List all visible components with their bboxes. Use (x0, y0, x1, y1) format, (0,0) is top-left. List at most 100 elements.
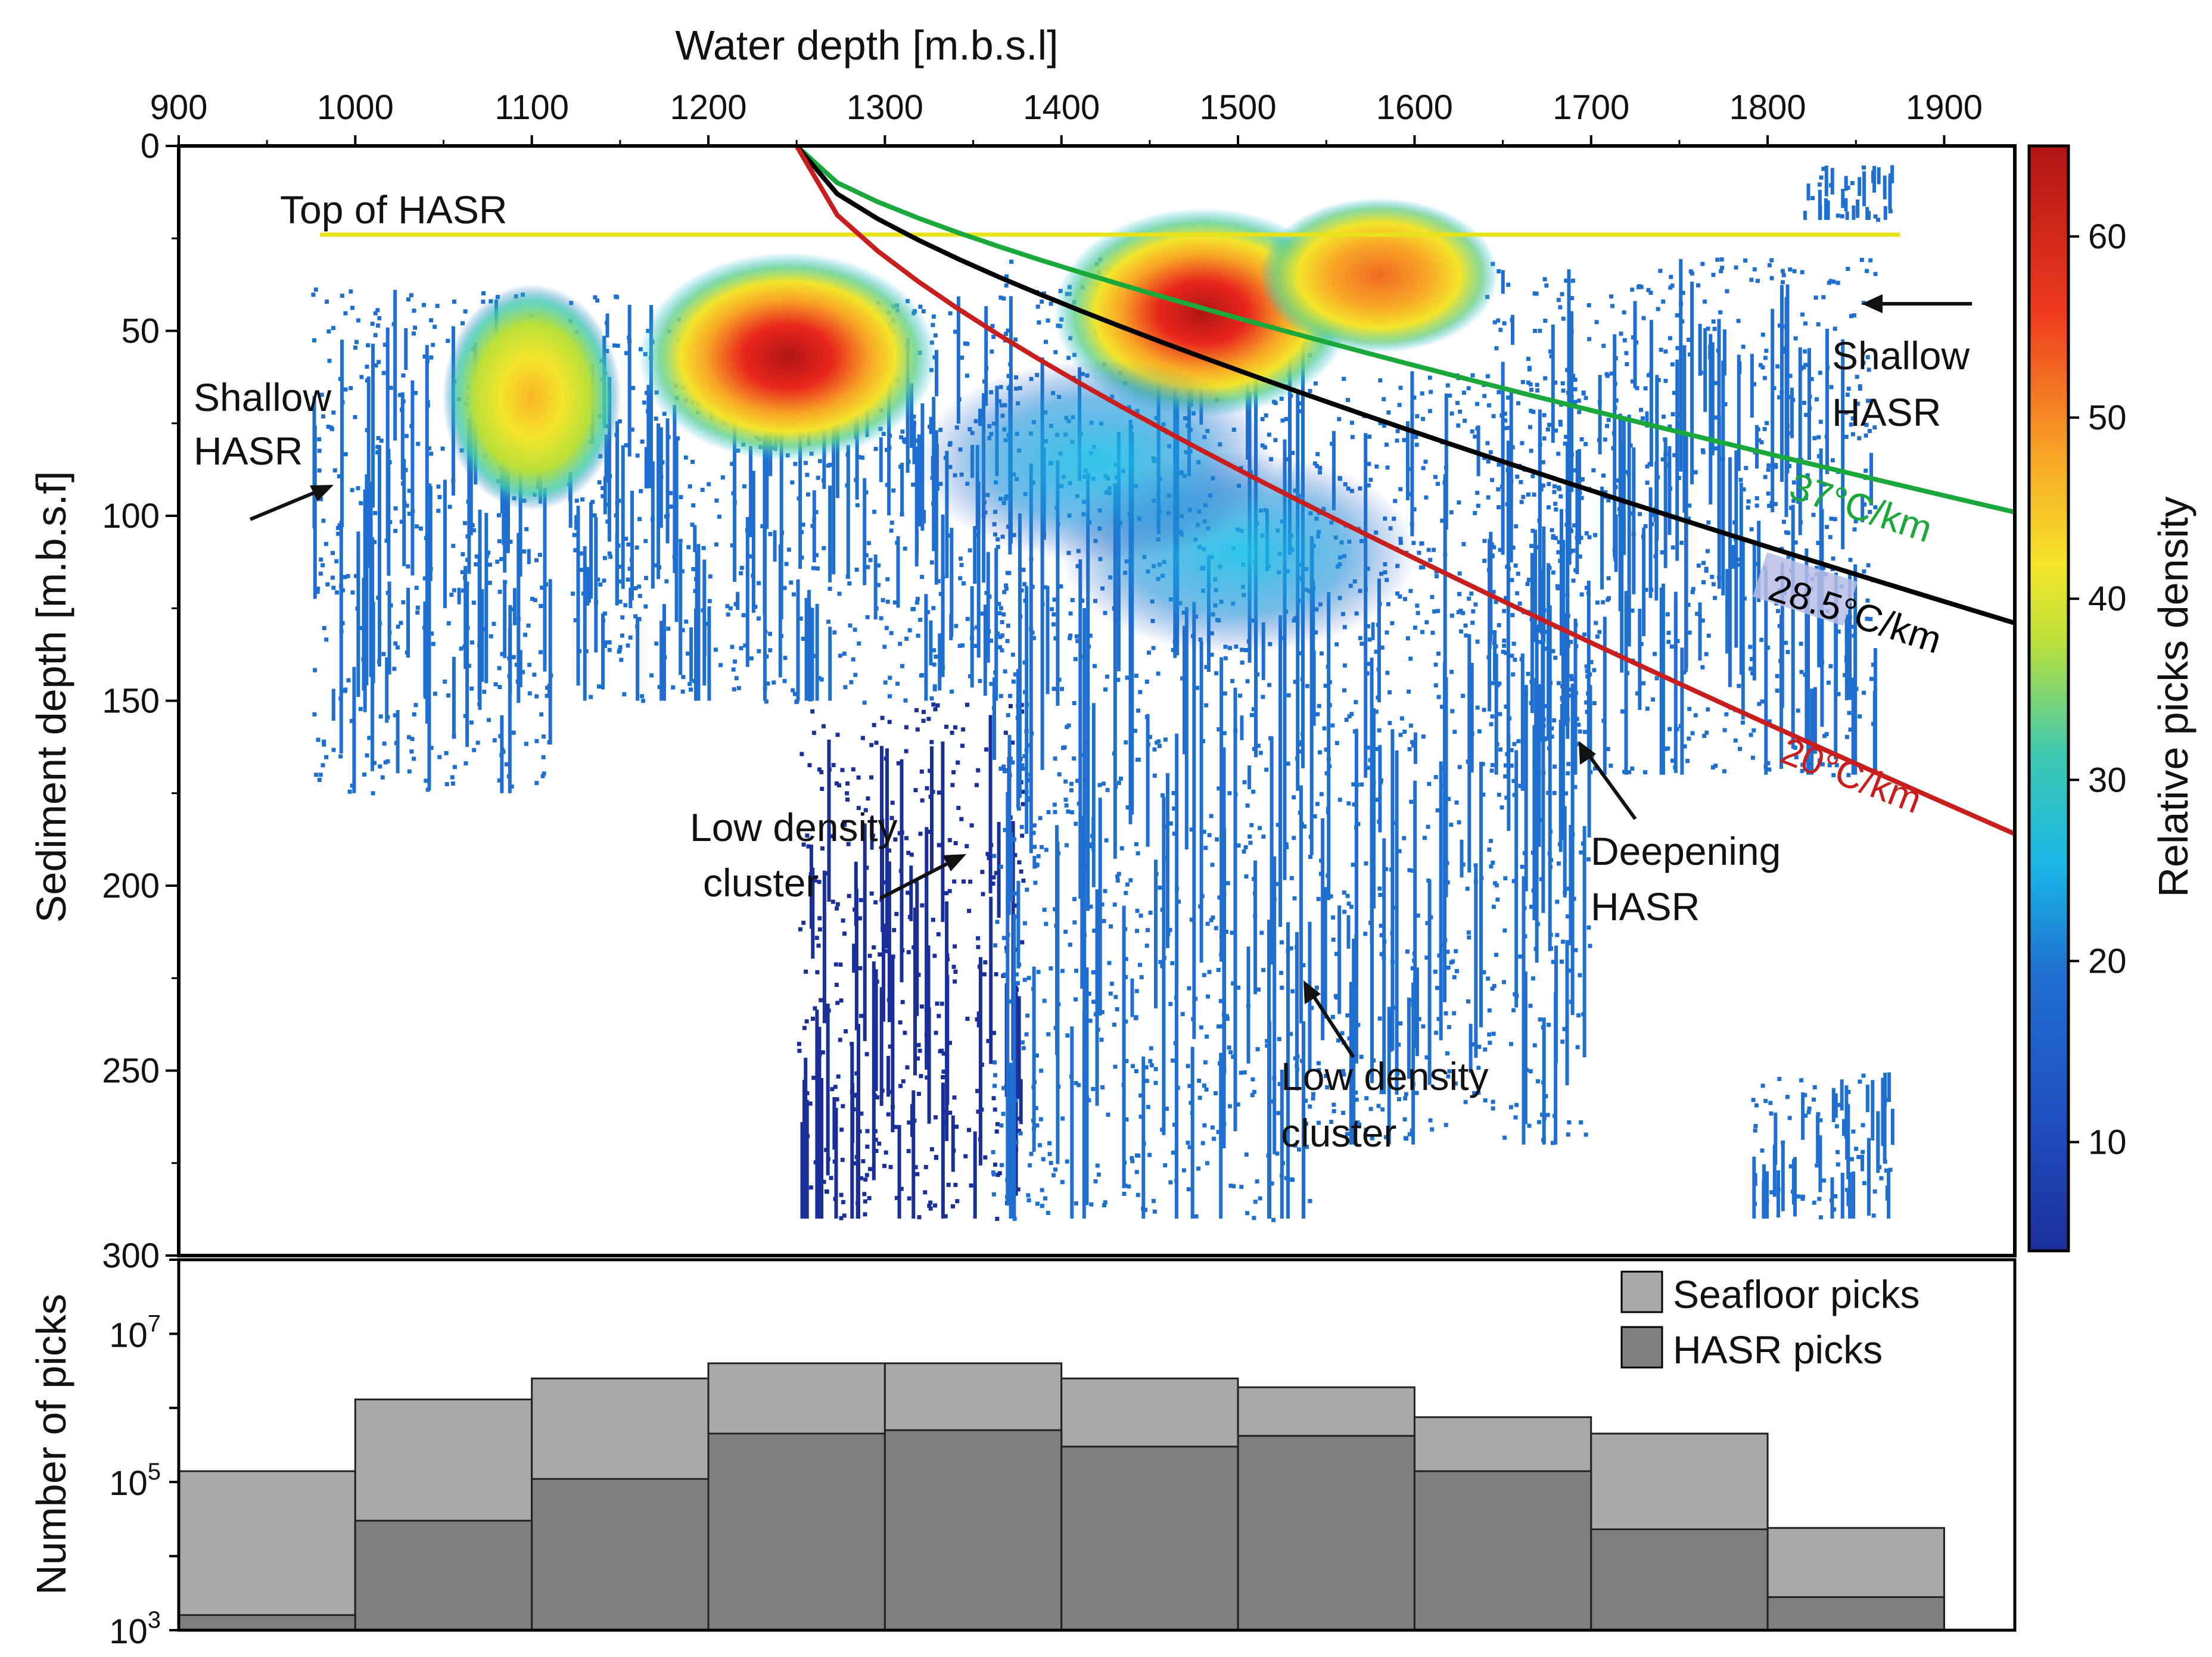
pick-point (1649, 587, 1654, 592)
pick-streak (1443, 662, 1446, 1002)
pick-point (1491, 1100, 1495, 1104)
pick-point (1122, 1191, 1127, 1196)
pick-point (1210, 862, 1215, 867)
pick-point (406, 564, 410, 569)
pick-point (1803, 1093, 1807, 1098)
pick-streak (751, 471, 755, 613)
pick-point (693, 588, 698, 593)
pick-point (863, 1212, 867, 1217)
pick-point (887, 848, 892, 853)
pick-streak (941, 741, 945, 922)
pick-point (1744, 466, 1749, 471)
pick-point (853, 1094, 858, 1098)
pick-point (1473, 434, 1477, 439)
pick-point (1507, 716, 1511, 721)
pick-point (887, 1089, 892, 1094)
pick-point (1376, 622, 1380, 627)
pick-point (730, 462, 735, 466)
pick-point (802, 1026, 807, 1030)
pick-streak (601, 613, 605, 690)
pick-point (1829, 516, 1834, 521)
pick-point (385, 590, 390, 595)
pick-point (1015, 972, 1019, 977)
pick-streak (1824, 198, 1828, 220)
pick-point (1005, 1195, 1009, 1200)
pick-point (1013, 903, 1018, 908)
pick-point (1489, 768, 1494, 773)
pick-point (1556, 298, 1561, 303)
pick-point (819, 677, 824, 682)
pick-point (1800, 1194, 1805, 1199)
pick-point (378, 714, 383, 719)
pick-point (1186, 1064, 1190, 1069)
pick-point (920, 903, 925, 908)
pick-point (1449, 510, 1454, 515)
pick-streak (406, 587, 410, 658)
pick-point (1088, 633, 1093, 638)
pick-point (1019, 825, 1024, 829)
pick-point (1100, 902, 1105, 907)
pick-streak (1288, 354, 1292, 555)
pick-point (1700, 261, 1705, 266)
pick-point (1612, 547, 1617, 552)
pick-streak (1349, 982, 1353, 1145)
pick-point (1255, 672, 1260, 677)
pick-point (1535, 382, 1539, 387)
pick-point (937, 1014, 941, 1019)
pick-point (1560, 1039, 1565, 1044)
pick-point (845, 483, 850, 488)
pick-point (1308, 855, 1312, 859)
pick-point (967, 908, 972, 913)
pick-point (991, 1192, 996, 1197)
pick-streak (615, 533, 619, 606)
pick-point (1653, 554, 1658, 559)
pick-point (1785, 1095, 1790, 1100)
pick-point (889, 521, 894, 525)
pick-point (1064, 803, 1069, 808)
pick-point (1342, 910, 1347, 914)
pick-point (739, 571, 743, 575)
pick-point (1407, 689, 1411, 694)
pick-point (1853, 519, 1858, 524)
pick-point (835, 1097, 839, 1102)
pick-point (587, 599, 591, 603)
pick-point (1283, 1138, 1287, 1142)
pick-point (1503, 774, 1508, 779)
gradient-line (795, 146, 2015, 625)
pick-point (365, 753, 369, 758)
pick-point (1834, 1124, 1839, 1129)
pick-point (1233, 792, 1238, 797)
pick-point (593, 295, 598, 300)
pick-point (870, 833, 875, 838)
pick-point (1441, 766, 1445, 771)
pick-streak (1698, 323, 1702, 376)
pick-point (1866, 398, 1871, 403)
pick-point (1316, 1061, 1321, 1066)
pick-point (1625, 671, 1629, 675)
pick-point (1327, 703, 1332, 708)
pick-point (1430, 594, 1435, 599)
pick-point (1216, 968, 1221, 972)
pick-point (1660, 738, 1665, 743)
pick-point (1766, 463, 1771, 468)
pick-point (1538, 328, 1542, 333)
pick-point (444, 782, 449, 787)
pick-point (1012, 837, 1016, 842)
pick-point (1384, 867, 1389, 871)
pick-point (1228, 1183, 1233, 1188)
pick-point (866, 541, 871, 546)
pick-point (928, 795, 933, 799)
pick-point (1587, 337, 1592, 341)
pick-point (1144, 1079, 1149, 1083)
pick-point (692, 679, 697, 684)
pick-point (549, 673, 553, 678)
pick-point (886, 998, 891, 1002)
pick-point (815, 970, 820, 974)
pick-point (1183, 672, 1188, 677)
pick-streak (1721, 360, 1725, 596)
pick-point (620, 633, 624, 638)
pick-point (1601, 718, 1606, 723)
pick-point (1557, 861, 1561, 866)
pick-point (884, 625, 889, 630)
pick-streak (986, 552, 990, 663)
